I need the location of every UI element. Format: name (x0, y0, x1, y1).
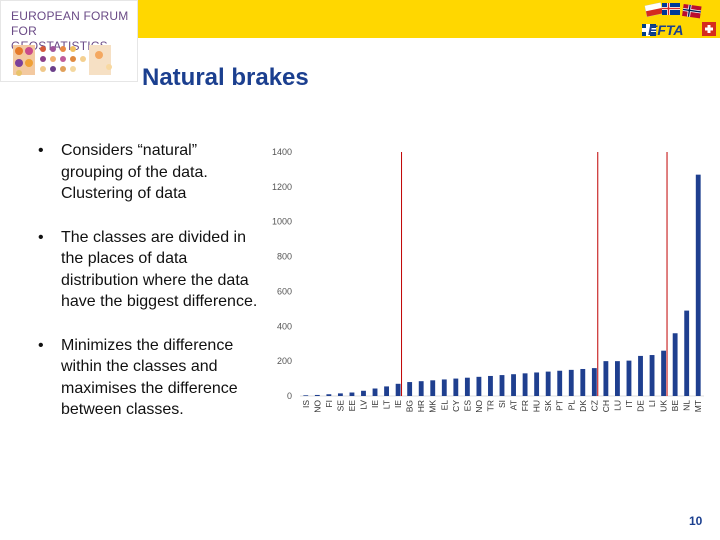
y-tick-label: 1400 (272, 147, 292, 157)
x-tick-label: PL (566, 400, 576, 411)
x-tick-label: HR (416, 400, 426, 412)
bullet-text: Considers “natural” grouping of the data… (61, 142, 208, 202)
bullet-dot-icon: • (38, 142, 44, 159)
bar (453, 378, 459, 396)
bar (545, 371, 551, 396)
x-tick-label: MT (693, 400, 703, 412)
slide-title: Natural brakes (142, 64, 309, 91)
forum-logo: EUROPEAN FORUM FOR GEOSTATISTICS (0, 0, 138, 82)
bar (488, 375, 493, 396)
x-tick-label: IE (393, 400, 403, 408)
bullet-item: • Considers “natural” grouping of the da… (38, 140, 258, 205)
x-tick-label: ES (462, 400, 472, 412)
x-tick-label: BE (670, 400, 680, 412)
x-tick-label: EE (347, 400, 357, 412)
x-tick-label: NO (474, 400, 484, 413)
y-tick-label: 400 (277, 321, 292, 331)
bar (441, 379, 447, 396)
bullet-dot-icon: • (38, 336, 44, 354)
x-tick-label: UK (659, 400, 669, 412)
efta-label: EFTA (648, 22, 684, 38)
bar (418, 381, 424, 396)
bar (591, 368, 597, 396)
logo-line-1: EUROPEAN FORUM (11, 9, 129, 23)
bar (603, 361, 609, 396)
x-tick-label: NL (682, 400, 692, 411)
x-tick-label: CH (601, 400, 611, 412)
y-tick-label: 800 (277, 252, 292, 262)
x-tick-label: NO (312, 400, 322, 413)
bar (430, 380, 436, 396)
bar (672, 333, 678, 396)
x-tick-label: MK (428, 400, 438, 413)
x-tick-label: LV (358, 400, 368, 410)
bar (638, 355, 643, 396)
y-tick-label: 600 (277, 286, 292, 296)
y-tick-label: 1000 (272, 217, 292, 227)
x-tick-label: CY (451, 400, 461, 412)
bar (511, 374, 516, 396)
x-tick-label: DE (636, 400, 646, 412)
bar (695, 174, 701, 396)
y-tick-label: 200 (277, 356, 292, 366)
bar (626, 360, 632, 396)
bar (337, 393, 343, 396)
bar (476, 376, 482, 396)
bar (534, 372, 540, 396)
x-tick-label: TR (485, 400, 495, 411)
x-tick-label: DK (578, 400, 588, 412)
page-number: 10 (689, 514, 703, 528)
x-tick-label: AT (509, 400, 519, 410)
bar (661, 350, 667, 396)
y-tick-label: 1200 (272, 182, 292, 192)
efta-logo (640, 0, 720, 44)
bar (557, 370, 563, 396)
x-tick-label: LI (647, 400, 657, 407)
x-tick-label: EL (439, 400, 449, 411)
logo-dots-icon (13, 45, 112, 76)
logo-text: EUROPEAN FORUM FOR GEOSTATISTICS (11, 9, 137, 54)
bar (580, 368, 586, 396)
x-tick-label: FI (324, 400, 334, 408)
bar (361, 390, 366, 396)
y-tick-label: 0 (287, 391, 292, 401)
bar (314, 394, 320, 396)
x-tick-label: PT (555, 400, 565, 411)
bar (568, 369, 574, 396)
x-tick-label: LU (612, 400, 622, 411)
bar (384, 386, 389, 396)
bar (464, 377, 470, 396)
bullet-text: Minimizes the difference within the clas… (61, 336, 238, 419)
bullet-item: • Minimizes the difference within the cl… (38, 335, 258, 421)
bar (684, 310, 690, 396)
bullet-list: • Considers “natural” grouping of the da… (38, 140, 258, 421)
x-tick-label: LT (382, 400, 392, 409)
bullet-dot-icon: • (38, 228, 44, 246)
logo-line-2: FOR GEOSTATISTICS (11, 24, 108, 53)
bar (349, 392, 355, 396)
x-tick-label: IT (624, 400, 634, 408)
x-tick-label: CZ (589, 400, 599, 411)
bar (372, 388, 378, 396)
bar (522, 373, 528, 396)
x-tick-label: SK (543, 400, 553, 412)
x-tick-label: IS (301, 400, 311, 408)
flags-icon (642, 2, 716, 36)
x-tick-label: SE (335, 400, 345, 412)
x-tick-label: IE (370, 400, 380, 408)
bar (499, 375, 505, 396)
x-tick-label: FR (520, 400, 530, 411)
bar (395, 383, 401, 396)
bar (615, 361, 620, 396)
bar (303, 395, 309, 396)
bullet-item: • The classes are divided in the places … (38, 227, 258, 313)
bar (407, 382, 413, 396)
x-tick-label: BG (405, 400, 415, 412)
x-tick-label: SI (497, 400, 507, 408)
bar (326, 394, 332, 396)
x-tick-label: HU (532, 400, 542, 412)
bullet-text: The classes are divided in the places of… (61, 228, 258, 311)
bar (649, 355, 655, 396)
